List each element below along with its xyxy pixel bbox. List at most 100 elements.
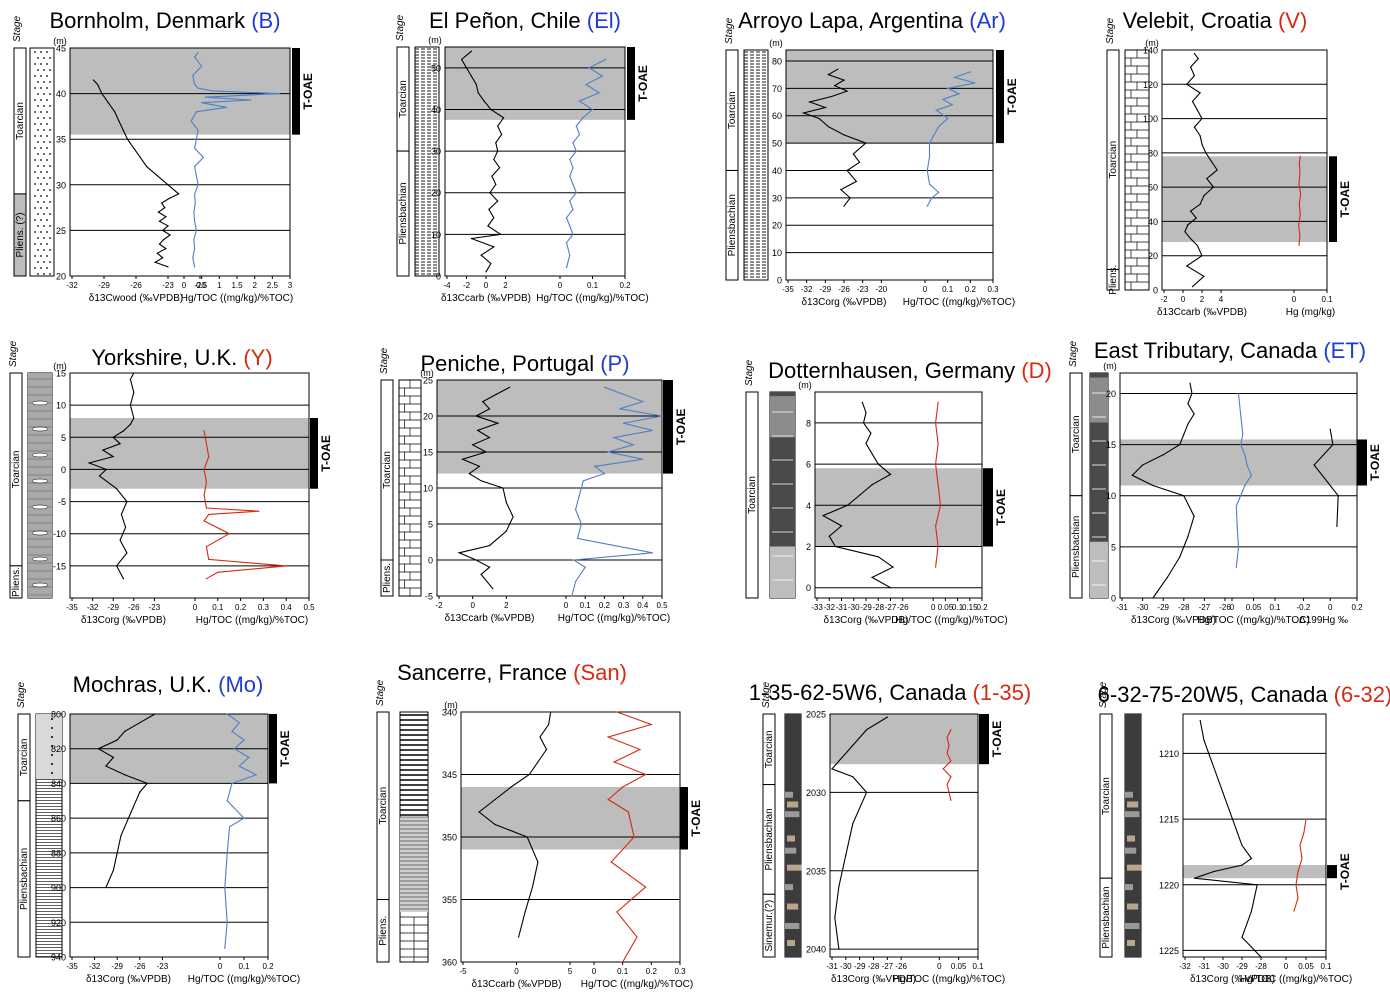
stage-label: Pliensbachian (1101, 886, 1112, 948)
data-point (1203, 195, 1205, 197)
lith-dot (46, 195, 48, 197)
data-point (146, 165, 148, 168)
x-tick-label: 0 (923, 285, 928, 294)
data-point (852, 153, 854, 155)
lith-dot (40, 231, 42, 233)
data-point (539, 736, 541, 738)
data-point (584, 566, 586, 568)
data-point (575, 125, 577, 127)
data-point (603, 473, 606, 475)
stage-label: Toarcian (19, 738, 30, 776)
data-point (495, 142, 497, 144)
x-tick-label: 0.1 (238, 962, 250, 971)
data-point (248, 756, 250, 758)
data-point (1142, 464, 1144, 466)
data-point (478, 465, 480, 467)
data-point (1131, 474, 1133, 476)
lith-dot (40, 183, 42, 185)
x-tick-label: 0.15 (962, 603, 978, 612)
oae-bar (1357, 439, 1367, 486)
data-point (116, 565, 118, 567)
site-name: Mochras, U.K. (73, 672, 218, 697)
data-point (458, 552, 460, 554)
oae-label: T-OAE (994, 489, 1008, 526)
data-point (491, 175, 493, 177)
x-tick-label: -26 (895, 962, 907, 971)
data-point (935, 566, 937, 568)
x-tick-label: 0.2 (599, 601, 611, 610)
x-tick-label: 5 (568, 967, 573, 976)
data-point (582, 480, 584, 482)
data-point (1186, 265, 1188, 267)
lith-nodule (31, 582, 49, 588)
x-tick-label: 0.1 (972, 962, 984, 971)
lith-nodule (31, 478, 49, 484)
data-point (526, 836, 528, 838)
data-point (828, 535, 830, 537)
data-point (877, 556, 879, 558)
y-tick-label: 880 (51, 848, 66, 858)
data-point (613, 761, 615, 763)
data-point (497, 422, 499, 424)
y-tick-label: 2025 (806, 710, 826, 720)
data-point (886, 716, 888, 718)
data-point (578, 100, 581, 102)
data-point (126, 500, 128, 503)
stage-label: Pliensbachian (764, 808, 775, 870)
panel-6-32: 6-32-75-20W5, Canada (6-32)StageToarcian… (1098, 681, 1390, 985)
data-point (1166, 576, 1168, 579)
data-point (487, 225, 489, 227)
data-point (871, 484, 873, 486)
data-point (97, 83, 99, 86)
lith-dot (40, 51, 42, 53)
data-point (1183, 495, 1185, 497)
x-tick-label: -2 (1160, 295, 1168, 304)
data-point (226, 852, 228, 854)
stage-header: Stage (16, 681, 27, 708)
data-point (154, 261, 156, 263)
lith-dot (43, 261, 45, 263)
y-tick-label: 350 (442, 833, 457, 843)
panel-title: Peniche, Portugal (P) (420, 351, 629, 376)
data-point (1235, 505, 1237, 507)
stage-box (1069, 495, 1083, 599)
x-tick-label: -27 (885, 603, 897, 612)
data-point (502, 487, 504, 489)
data-point (133, 147, 135, 149)
data-point (946, 752, 948, 754)
y-tick-label: 20 (56, 272, 66, 282)
lith-dot (46, 159, 48, 161)
data-point (616, 711, 618, 713)
data-point (576, 537, 579, 540)
data-point (105, 765, 107, 767)
lith-dot (37, 129, 39, 131)
data-point (116, 852, 118, 854)
lith-dot (51, 754, 53, 756)
data-point (493, 246, 495, 248)
y-tick-label: 10 (56, 401, 66, 411)
y-tick-label: 5 (428, 520, 433, 530)
stage-label: Pliensbachian (19, 848, 30, 910)
data-point (852, 744, 854, 746)
data-point (468, 473, 470, 475)
oae-label: T-OAE (674, 408, 688, 445)
data-point (1301, 857, 1303, 860)
y-tick-label: 4 (806, 501, 811, 511)
plot-frame (436, 379, 663, 597)
site-code: (Ar) (969, 8, 1006, 33)
lith-dot (34, 207, 36, 209)
x-tick-label: 0.1 (617, 967, 629, 976)
x-tick-label: 0.2 (1351, 603, 1363, 612)
plot-frame (814, 391, 983, 599)
data-point (1332, 443, 1334, 446)
lith-dot (46, 123, 48, 125)
data-point (935, 525, 937, 527)
data-point (105, 886, 107, 889)
data-point (193, 238, 195, 241)
lith-dot (40, 87, 42, 89)
data-point (278, 93, 280, 95)
site-name: Velebit, Croatia (1123, 8, 1278, 33)
oae-label: T-OAE (990, 721, 1004, 758)
y-tick-label: 2030 (806, 788, 826, 798)
plot-frame (69, 713, 269, 958)
